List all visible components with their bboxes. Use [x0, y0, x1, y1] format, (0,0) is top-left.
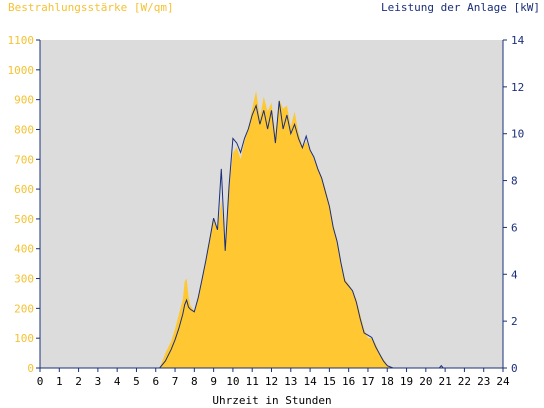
x-tick-label: 13 [284, 375, 297, 388]
x-tick-label: 2 [75, 375, 82, 388]
x-tick-label: 4 [114, 375, 121, 388]
left-tick-label: 700 [14, 153, 34, 166]
left-tick-label: 600 [14, 183, 34, 196]
x-tick-label: 0 [37, 375, 44, 388]
left-tick-label: 500 [14, 213, 34, 226]
x-axis-label: Uhrzeit in Stunden [212, 394, 332, 407]
x-tick-label: 16 [342, 375, 355, 388]
right-tick-label: 0 [511, 362, 518, 375]
x-tick-label: 22 [458, 375, 471, 388]
series-power-line [40, 100, 503, 369]
right-tick-label: 6 [511, 221, 518, 234]
x-tick-label: 12 [265, 375, 278, 388]
right-tick-label: 10 [511, 128, 524, 141]
right-tick-label: 4 [511, 268, 518, 281]
left-tick-label: 1100 [8, 34, 35, 47]
x-tick-label: 8 [191, 375, 198, 388]
x-tick-label: 23 [477, 375, 490, 388]
x-tick-label: 14 [303, 375, 317, 388]
x-tick-label: 24 [496, 375, 510, 388]
series-irradiance-area [40, 90, 503, 368]
x-tick-label: 18 [381, 375, 394, 388]
right-axis-title: Leistung der Anlage [kW] [381, 1, 540, 14]
x-tick-label: 10 [226, 375, 239, 388]
left-tick-label: 100 [14, 332, 34, 345]
x-tick-label: 15 [323, 375, 336, 388]
left-tick-label: 300 [14, 273, 34, 286]
x-tick-label: 17 [361, 375, 374, 388]
x-tick-label: 9 [210, 375, 217, 388]
left-tick-label: 0 [27, 362, 34, 375]
left-axis-title: Bestrahlungsstärke [W/qm] [8, 1, 174, 14]
x-tick-label: 19 [400, 375, 413, 388]
x-tick-label: 7 [172, 375, 179, 388]
x-tick-label: 21 [439, 375, 452, 388]
left-tick-label: 400 [14, 243, 34, 256]
x-tick-label: 6 [152, 375, 159, 388]
x-tick-label: 20 [419, 375, 432, 388]
x-tick-label: 5 [133, 375, 140, 388]
right-tick-label: 2 [511, 315, 518, 328]
right-tick-label: 8 [511, 175, 518, 188]
left-tick-label: 1000 [8, 64, 35, 77]
x-tick-label: 11 [246, 375, 259, 388]
x-tick-label: 3 [95, 375, 102, 388]
x-tick-label: 1 [56, 375, 63, 388]
right-tick-label: 12 [511, 81, 524, 94]
left-tick-label: 200 [14, 302, 34, 315]
right-tick-label: 14 [511, 34, 525, 47]
left-tick-label: 800 [14, 123, 34, 136]
left-tick-label: 900 [14, 94, 34, 107]
